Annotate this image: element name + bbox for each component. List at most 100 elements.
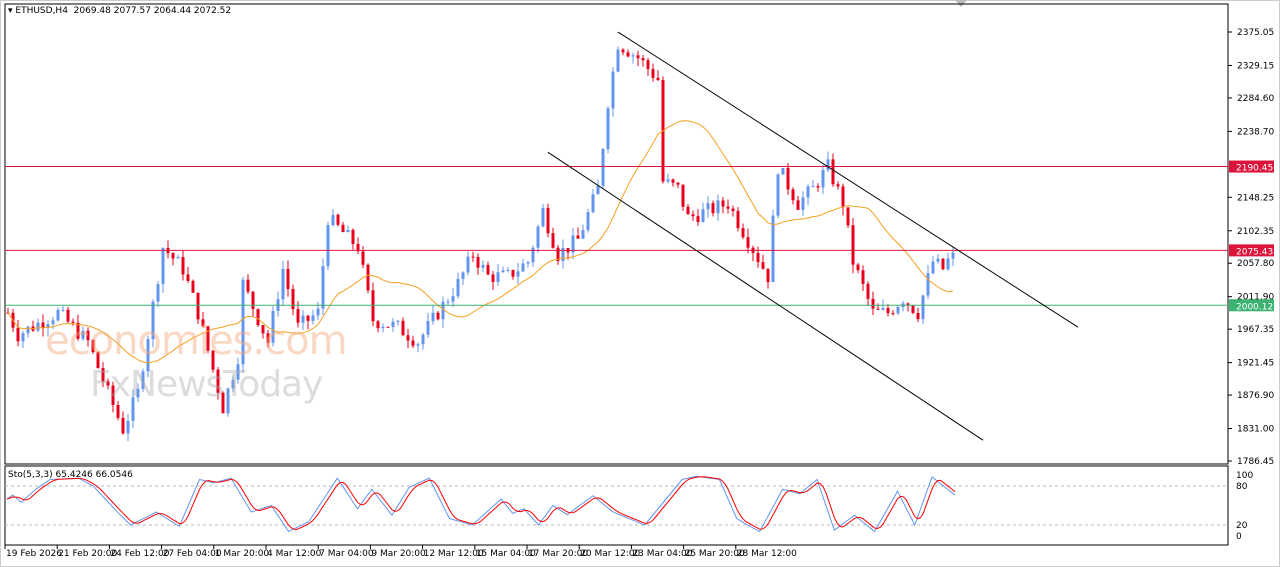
candle xyxy=(91,338,95,355)
candle xyxy=(16,319,20,347)
y-tick-label: 2284.60 xyxy=(1237,94,1274,104)
stochastic-level-label: 80 xyxy=(1236,482,1248,492)
candle xyxy=(811,179,815,188)
candle xyxy=(231,375,235,393)
candle xyxy=(96,351,100,369)
candle xyxy=(266,329,270,348)
candle xyxy=(821,164,825,195)
candle xyxy=(31,320,35,332)
candle xyxy=(371,282,375,327)
candle xyxy=(796,195,800,211)
candle xyxy=(656,70,660,81)
candle xyxy=(781,167,785,175)
candle xyxy=(226,387,230,417)
channel-upper-trendline[interactable] xyxy=(617,31,1079,328)
stochastic-level-label: 100 xyxy=(1236,471,1253,481)
candle xyxy=(771,209,775,283)
candle xyxy=(481,260,485,273)
x-tick-label: 23 Mar 04:00 xyxy=(632,549,692,559)
candle xyxy=(926,264,930,300)
stochastic-level-label: 20 xyxy=(1236,521,1248,531)
candle xyxy=(36,318,40,333)
candle xyxy=(196,292,200,325)
candle xyxy=(121,411,125,435)
channel-lower-trendline[interactable] xyxy=(547,151,984,441)
candle xyxy=(516,262,520,284)
candle xyxy=(706,196,710,218)
candle xyxy=(581,224,585,240)
candle xyxy=(671,178,675,187)
candle xyxy=(776,173,780,219)
candle xyxy=(236,357,240,384)
candle xyxy=(156,280,160,307)
x-tick-label: 17 Mar 20:00 xyxy=(528,549,588,559)
stochastic-d-line xyxy=(6,476,956,530)
candle xyxy=(751,245,755,262)
stochastic-k-line xyxy=(6,475,956,533)
candle xyxy=(596,179,600,195)
candle xyxy=(861,265,865,291)
symbol: ETHUSD,H4 xyxy=(15,6,68,16)
candle xyxy=(166,240,170,259)
candle xyxy=(396,319,400,326)
candle xyxy=(306,315,310,330)
level-price-tag xyxy=(1229,299,1274,312)
candle xyxy=(146,335,150,378)
candle xyxy=(551,227,555,249)
candle xyxy=(451,288,455,308)
candle xyxy=(791,187,795,205)
candle xyxy=(301,310,305,330)
candle xyxy=(676,182,680,189)
level-price-tag xyxy=(1229,160,1274,173)
candle xyxy=(901,300,905,312)
candle xyxy=(391,317,395,332)
x-tick-label: 4 Mar 12:00 xyxy=(267,549,322,559)
candle xyxy=(351,228,355,250)
candle xyxy=(866,281,870,306)
candle xyxy=(341,222,345,233)
stochastic-label: Sto(5,3,3) 65.4246 66.0546 xyxy=(8,470,133,480)
candle xyxy=(471,251,475,262)
candle xyxy=(221,391,225,414)
candle xyxy=(71,318,75,326)
candle xyxy=(686,203,690,215)
candle xyxy=(86,327,90,347)
candle xyxy=(356,237,360,255)
candle xyxy=(726,199,730,214)
candle xyxy=(46,320,50,337)
candle xyxy=(426,312,430,338)
candle xyxy=(326,221,330,271)
candle xyxy=(921,294,925,325)
candle xyxy=(916,307,920,323)
candle xyxy=(506,266,510,273)
candle xyxy=(816,183,820,192)
candle xyxy=(486,261,490,276)
candle xyxy=(536,224,540,253)
candle xyxy=(66,306,70,323)
level-price-label: 2075.43 xyxy=(1236,247,1273,257)
candle xyxy=(936,254,940,264)
candle xyxy=(126,414,130,441)
x-tick-label: 7 Mar 04:00 xyxy=(319,549,374,559)
candle xyxy=(101,362,105,388)
x-tick-label: 28 Mar 12:00 xyxy=(737,549,797,559)
candle xyxy=(276,291,280,317)
candle xyxy=(346,225,350,233)
candle xyxy=(886,304,890,317)
candle xyxy=(211,350,215,373)
candle xyxy=(691,210,695,221)
watermark-economies: economies.com xyxy=(45,318,348,364)
candle xyxy=(741,223,745,240)
candle xyxy=(361,246,365,269)
candle xyxy=(446,298,450,305)
candle xyxy=(336,213,340,227)
candle xyxy=(331,209,335,227)
candle xyxy=(621,48,625,56)
candle xyxy=(561,239,565,269)
x-tick-label: 24 Feb 12:00 xyxy=(110,549,169,559)
candle xyxy=(456,272,460,299)
candle xyxy=(421,332,425,350)
y-tick-label: 2057.80 xyxy=(1237,259,1274,269)
y-tick-label: 2375.05 xyxy=(1237,28,1274,38)
